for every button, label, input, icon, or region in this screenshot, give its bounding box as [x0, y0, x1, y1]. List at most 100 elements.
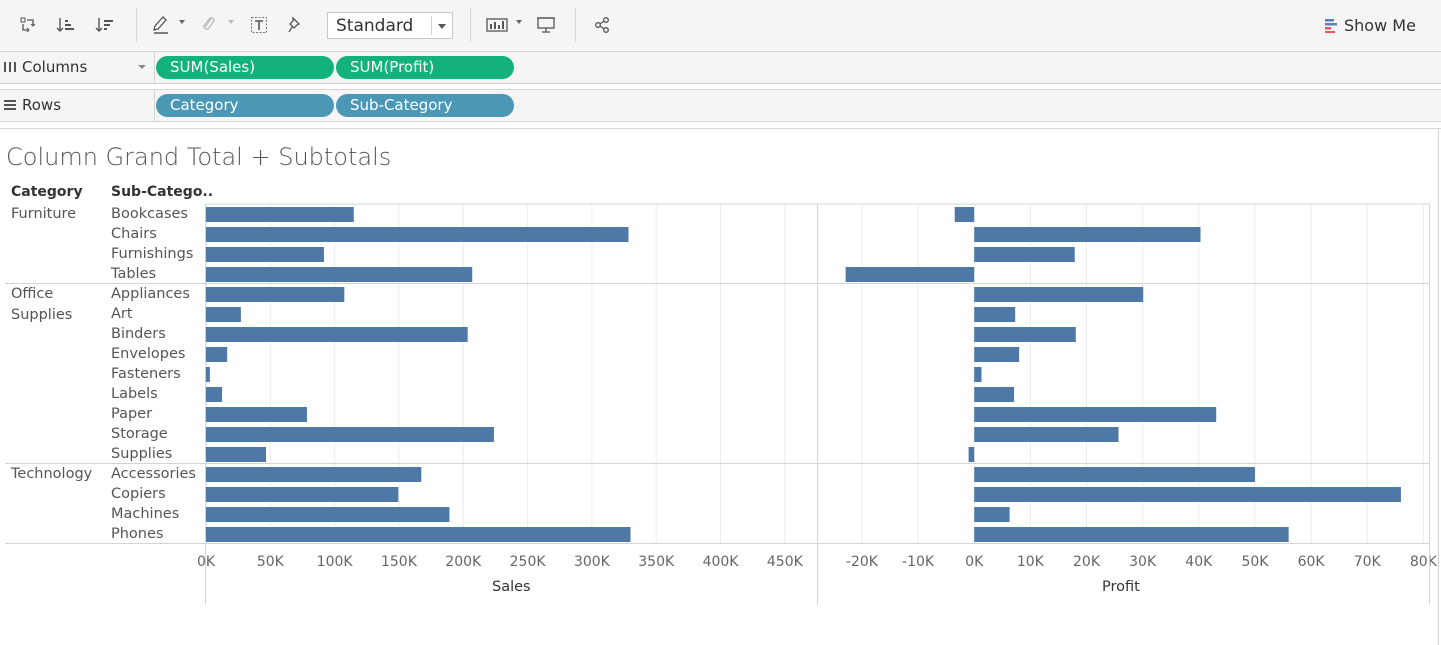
profit-bar-envelopes: [974, 347, 1020, 362]
sales-tick-label: 350K: [638, 554, 675, 570]
sales-bar-supplies: [206, 447, 267, 462]
profit-bar-labels: [974, 387, 1015, 402]
subcategory-label[interactable]: Supplies: [111, 446, 173, 462]
sales-bar-accessories: [206, 467, 422, 482]
fit-dropdown-value: Standard: [336, 16, 414, 36]
subcategory-label[interactable]: Storage: [111, 426, 168, 442]
fit-dropdown[interactable]: Standard: [327, 12, 453, 39]
sales-tick-label: 50K: [257, 554, 285, 570]
sales-tick-label: 450K: [767, 554, 804, 570]
pill-sum-profit[interactable]: SUM(Profit): [336, 56, 514, 79]
viz-top-border: [0, 128, 1441, 129]
subcategory-label[interactable]: Copiers: [111, 486, 166, 502]
category-label-line: Technology: [11, 466, 93, 482]
profit-bar-art: [974, 307, 1016, 322]
show-cards-dropdown-caret[interactable]: [516, 20, 522, 24]
profit-bar-furnishings: [974, 247, 1075, 262]
subcategory-label[interactable]: Accessories: [111, 466, 196, 482]
sort-descending-icon[interactable]: [94, 13, 116, 37]
subcategory-label[interactable]: Tables: [111, 266, 157, 282]
rows-shelf[interactable]: Rows Category Sub-Category: [0, 89, 1441, 122]
category-header[interactable]: Category: [11, 184, 83, 200]
profit-tick-label: -20K: [846, 554, 879, 570]
rows-shelf-title: Rows: [22, 96, 62, 114]
profit-bar-storage: [974, 427, 1119, 442]
rows-icon: [4, 100, 16, 110]
pill-category[interactable]: Category: [156, 94, 334, 117]
page-title: Column Grand Total + Subtotals: [6, 143, 392, 171]
subcategory-label[interactable]: Chairs: [111, 226, 157, 242]
subcategory-label[interactable]: Appliances: [111, 286, 190, 302]
highlight-icon[interactable]: [150, 13, 172, 37]
profit-bar-paper: [974, 407, 1217, 422]
category-label[interactable]: Furniture: [11, 204, 76, 225]
sales-tick-label: 300K: [574, 554, 611, 570]
subcategory-label[interactable]: Furnishings: [111, 246, 194, 262]
pill-sum-sales[interactable]: SUM(Sales): [156, 56, 334, 79]
sales-bar-labels: [206, 387, 223, 402]
sales-bar-chairs: [206, 227, 629, 242]
sales-bar-phones: [206, 527, 631, 542]
show-mark-labels-icon[interactable]: [248, 13, 270, 37]
columns-shelf[interactable]: Columns SUM(Sales) SUM(Profit): [0, 51, 1441, 84]
columns-shelf-label-area: Columns: [0, 52, 155, 83]
fix-axes-icon[interactable]: [284, 13, 306, 37]
show-me-label: Show Me: [1344, 15, 1416, 35]
profit-bar-appliances: [974, 287, 1144, 302]
subcategory-label[interactable]: Phones: [111, 526, 164, 542]
profit-bar-phones: [974, 527, 1289, 542]
profit-tick-label: 70K: [1354, 554, 1382, 570]
profit-bar-accessories: [974, 467, 1255, 482]
subcategory-label[interactable]: Paper: [111, 406, 153, 422]
sales-tick-label: 200K: [445, 554, 482, 570]
profit-bar-machines: [974, 507, 1010, 522]
subcategory-label[interactable]: Labels: [111, 386, 158, 402]
profit-tick-label: 60K: [1298, 554, 1326, 570]
subcategory-label[interactable]: Binders: [111, 326, 166, 342]
sales-tick-label: 150K: [381, 554, 418, 570]
category-label[interactable]: Technology: [11, 464, 92, 485]
subcategory-label[interactable]: Fasteners: [111, 366, 181, 382]
toolbar-separator: [136, 8, 137, 42]
subcategory-label[interactable]: Art: [111, 306, 133, 322]
subcategory-header[interactable]: Sub-Catego..: [111, 184, 214, 200]
category-label[interactable]: Office Supplies: [11, 284, 72, 326]
show-cards-icon[interactable]: [486, 13, 508, 37]
show-me-button[interactable]: Show Me: [1324, 13, 1416, 37]
sales-tick-label: 400K: [703, 554, 740, 570]
group-dropdown-caret: [228, 20, 234, 24]
subcategory-label[interactable]: Envelopes: [111, 346, 186, 362]
highlight-dropdown-caret[interactable]: [179, 20, 185, 24]
profit-bar-bookcases: [954, 207, 975, 222]
subcategory-label[interactable]: Bookcases: [111, 206, 188, 222]
fit-dropdown-divider: [431, 16, 432, 35]
presentation-mode-icon[interactable]: [535, 13, 557, 37]
sales-bar-binders: [206, 327, 468, 342]
category-label-line: Office: [11, 286, 54, 302]
profit-bar-chairs: [974, 227, 1201, 242]
pill-sub-category[interactable]: Sub-Category: [336, 94, 514, 117]
profit-tick-label: 50K: [1241, 554, 1269, 570]
sort-ascending-icon[interactable]: [55, 13, 77, 37]
columns-shelf-title: Columns: [22, 58, 88, 76]
profit-tick-label: 0K: [965, 554, 984, 570]
subcategory-label[interactable]: Machines: [111, 506, 180, 522]
share-icon[interactable]: [591, 13, 613, 37]
sales-bar-machines: [206, 507, 450, 522]
sales-bar-paper: [206, 407, 307, 422]
profit-tick-label: 10K: [1017, 554, 1045, 570]
sales-bar-appliances: [206, 287, 345, 302]
columns-icon: [4, 62, 16, 72]
toolbar-separator: [470, 8, 471, 42]
sales-axis-title: Sales: [492, 579, 531, 595]
sales-bar-envelopes: [206, 347, 228, 362]
profit-bar-tables: [845, 267, 975, 282]
profit-bar-copiers: [974, 487, 1401, 502]
chevron-down-icon: [438, 24, 446, 29]
group-members-icon: [197, 13, 219, 37]
chevron-down-icon[interactable]: [138, 65, 146, 69]
sales-bar-tables: [206, 267, 473, 282]
swap-rows-columns-icon[interactable]: [17, 13, 39, 37]
profit-tick-label: 80K: [1410, 554, 1438, 570]
